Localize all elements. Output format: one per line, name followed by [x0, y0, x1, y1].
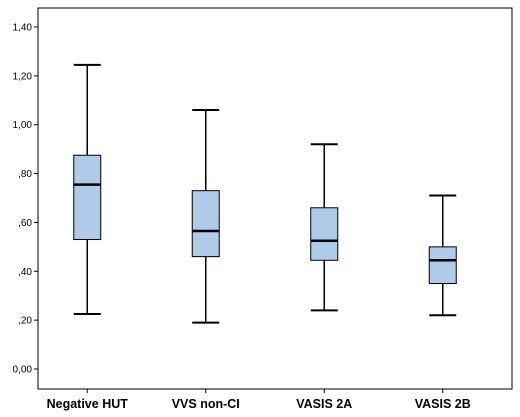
box-1 — [73, 63, 102, 316]
x-axis: Negative HUT VVS non-CI VASIS 2A VASIS 2B — [47, 389, 471, 411]
box-4 — [428, 194, 457, 317]
y-tick-label: ,60 — [18, 218, 32, 229]
plot-frame — [37, 7, 513, 390]
x-category-label: VVS non-CI — [172, 397, 240, 411]
box-2 — [191, 109, 220, 324]
y-tick-label: 0,00 — [13, 365, 33, 376]
y-tick-label: ,20 — [18, 316, 32, 327]
x-category-label: VASIS 2B — [415, 397, 471, 411]
boxes — [73, 63, 457, 324]
iqr-box — [428, 246, 457, 285]
y-tick-label: 1,40 — [13, 23, 33, 34]
y-axis: 0,00 ,20 ,40 ,60 ,80 1,00 1,20 1,40 — [13, 23, 38, 376]
iqr-box — [310, 207, 339, 261]
y-tick-label: ,40 — [18, 267, 32, 278]
y-tick-label: ,80 — [18, 169, 32, 180]
y-tick-label: 1,00 — [13, 120, 33, 131]
iqr-box — [191, 190, 220, 258]
box-3 — [310, 143, 339, 312]
iqr-box — [73, 154, 102, 241]
x-category-label: VASIS 2A — [296, 397, 352, 411]
y-tick-label: 1,20 — [13, 71, 33, 82]
x-category-label: Negative HUT — [47, 397, 129, 411]
